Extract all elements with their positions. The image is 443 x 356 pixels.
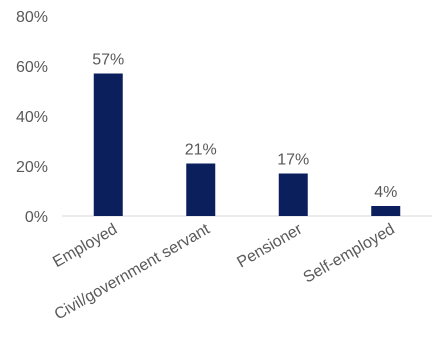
bar [371,206,401,216]
bars [93,73,401,216]
bar [93,73,123,216]
data-label: 4% [374,184,397,201]
category-label: Employed [50,221,120,271]
data-labels: 57% 21% 17% 4% [92,52,397,202]
y-tick-label: 20% [16,159,48,176]
data-label: 21% [185,142,217,159]
y-tick-label: 80% [16,9,48,26]
y-tick-label: 0% [25,209,48,226]
category-label: Self-employed [301,221,398,287]
data-label: 57% [92,52,124,69]
y-axis-ticks: 0% 20% 40% 60% 80% [16,9,48,226]
bar [186,163,216,216]
y-tick-label: 40% [16,109,48,126]
category-label: Civil/government servant [52,220,213,323]
category-label: Pensioner [234,220,305,271]
bar [278,173,308,216]
y-tick-label: 60% [16,59,48,76]
data-label: 17% [277,152,309,169]
